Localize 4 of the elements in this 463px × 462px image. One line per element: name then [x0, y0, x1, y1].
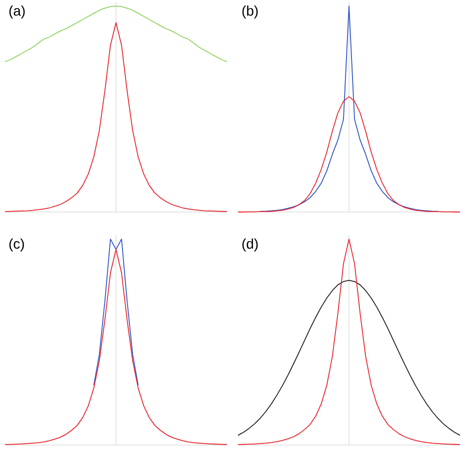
chart-title: (b) [242, 6, 258, 19]
chart-title: (c) [9, 238, 24, 252]
chart-title: (a) [9, 6, 25, 19]
chart-title: (d) [242, 238, 258, 252]
